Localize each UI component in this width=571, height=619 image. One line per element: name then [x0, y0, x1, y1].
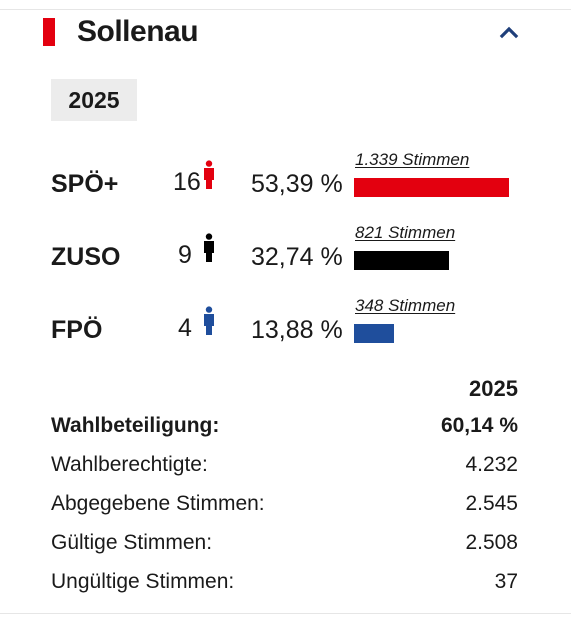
stat-row-turnout: Wahlbeteiligung: 60,14 % — [51, 406, 518, 445]
party-color-marker — [43, 18, 55, 46]
stat-label: Wahlberechtigte: — [51, 452, 208, 476]
stats-year-header: 2025 — [469, 376, 518, 401]
vote-count: 1.339 Stimmen — [355, 150, 470, 169]
municipality-title: Sollenau — [77, 15, 199, 48]
seat-count: 4 — [178, 314, 192, 342]
vote-share-bar — [354, 251, 449, 270]
person-icon — [204, 306, 214, 335]
stat-value: 2.508 — [465, 530, 518, 554]
party-row: FPÖ 4 13,88 % 348 Stimmen — [51, 296, 531, 352]
vote-share-bar — [354, 178, 509, 197]
chevron-up-icon — [499, 26, 519, 39]
person-icon — [204, 233, 214, 262]
collapse-toggle-button[interactable] — [495, 18, 523, 46]
vote-percentage: 13,88 % — [251, 316, 343, 344]
stat-row-cast: Abgegebene Stimmen: 2.545 — [51, 484, 518, 523]
stat-label: Wahlbeteiligung: — [51, 413, 220, 437]
party-name: FPÖ — [51, 316, 103, 344]
vote-share-bar — [354, 324, 394, 343]
vote-percentage: 32,74 % — [251, 243, 343, 271]
municipality-header[interactable]: Sollenau — [43, 14, 533, 50]
party-row: SPÖ+ 16 53,39 % 1.339 Stimmen — [51, 150, 531, 206]
turnout-table: 2025 Wahlbeteiligung: 60,14 % Wahlberech… — [51, 372, 518, 601]
stat-label: Abgegebene Stimmen: — [51, 491, 265, 515]
party-name: ZUSO — [51, 243, 121, 271]
party-name: SPÖ+ — [51, 170, 119, 198]
bottom-divider — [0, 613, 571, 614]
seat-count: 16 — [173, 168, 201, 196]
stat-row-valid: Gültige Stimmen: 2.508 — [51, 523, 518, 562]
seat-count: 9 — [178, 241, 192, 269]
person-icon — [204, 160, 214, 189]
vote-count: 348 Stimmen — [355, 296, 456, 315]
stat-label: Ungültige Stimmen: — [51, 569, 235, 593]
stat-value: 37 — [494, 569, 518, 593]
year-tab-2025[interactable]: 2025 — [51, 79, 137, 121]
stat-row-invalid: Ungültige Stimmen: 37 — [51, 562, 518, 601]
vote-percentage: 53,39 % — [251, 170, 343, 198]
stat-value: 60,14 % — [440, 413, 518, 437]
stat-row-eligible: Wahlberechtigte: 4.232 — [51, 445, 518, 484]
stat-value: 4.232 — [465, 452, 518, 476]
stat-value: 2.545 — [465, 491, 518, 515]
party-row: ZUSO 9 32,74 % 821 Stimmen — [51, 223, 531, 279]
vote-count: 821 Stimmen — [355, 223, 456, 242]
stat-label: Gültige Stimmen: — [51, 530, 213, 554]
top-divider — [0, 9, 571, 10]
